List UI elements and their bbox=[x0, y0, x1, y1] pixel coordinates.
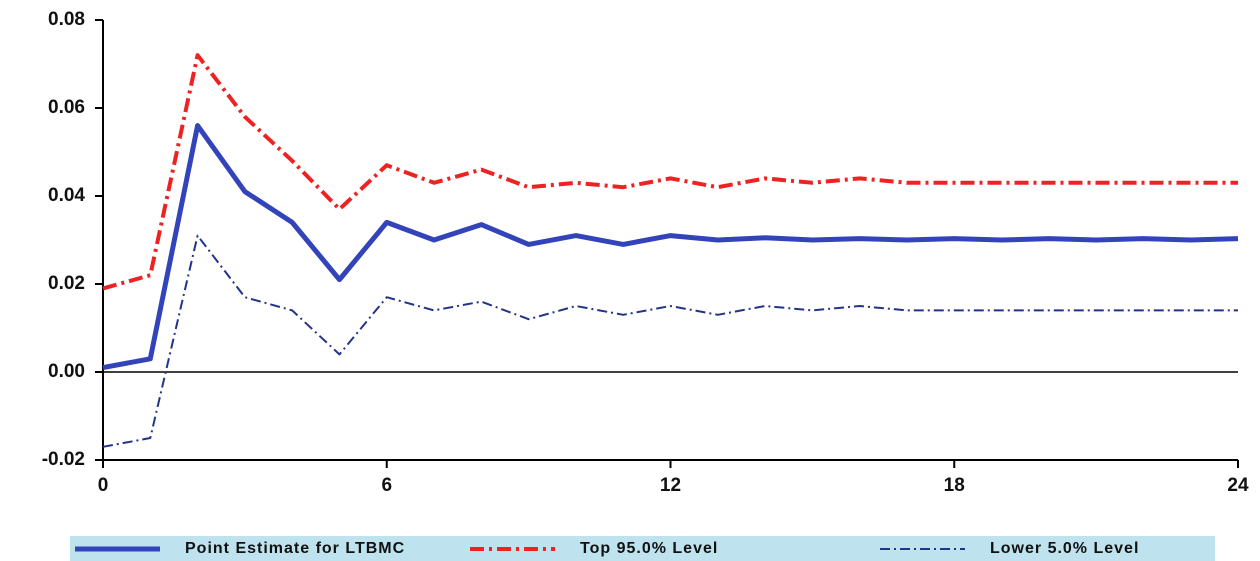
x-tick-label: 24 bbox=[1227, 475, 1249, 496]
series-line bbox=[102, 53, 1238, 291]
x-tick-label: 6 bbox=[381, 475, 392, 496]
y-tick-label: 0.06 bbox=[48, 97, 85, 118]
y-tick-label: 0.04 bbox=[48, 185, 85, 206]
legend-background bbox=[70, 536, 1215, 561]
y-tick-label: 0.08 bbox=[48, 9, 85, 30]
y-tick-label: 0.00 bbox=[48, 361, 85, 382]
x-tick-label: 0 bbox=[98, 475, 109, 496]
series-line bbox=[102, 123, 1239, 371]
y-tick-label: -0.02 bbox=[42, 449, 85, 470]
legend-label: Lower 5.0% Level bbox=[990, 540, 1139, 557]
series-line bbox=[102, 234, 1238, 448]
legend-label: Point Estimate for LTBMC bbox=[185, 540, 405, 557]
x-tick-label: 18 bbox=[944, 475, 965, 496]
legend-label: Top 95.0% Level bbox=[580, 540, 718, 557]
y-tick-label: 0.02 bbox=[48, 273, 85, 294]
x-tick-label: 12 bbox=[660, 475, 681, 496]
